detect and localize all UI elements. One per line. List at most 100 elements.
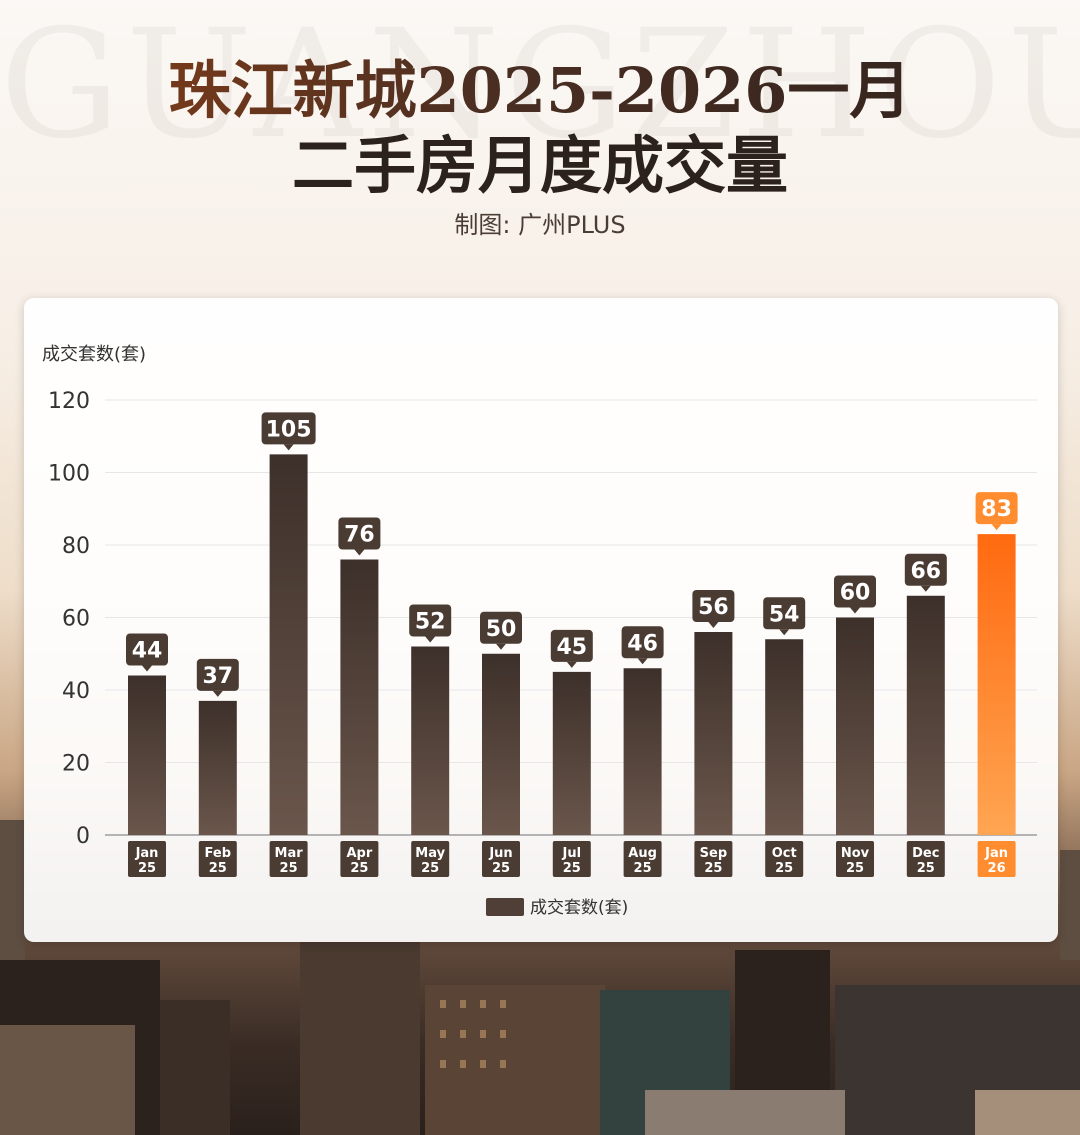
data-label-pointer (283, 444, 294, 451)
x-tick-label-year: 25 (209, 861, 227, 876)
data-label-pointer (708, 622, 719, 628)
data-label: 66 (910, 559, 941, 584)
x-tick-label-year: 25 (350, 861, 368, 876)
data-label: 83 (981, 497, 1012, 522)
x-tick-badge (198, 841, 237, 877)
x-tick-label-year: 25 (704, 861, 722, 876)
data-label: 37 (202, 664, 233, 689)
x-tick-badge (906, 841, 945, 877)
data-label-bg (550, 629, 593, 662)
x-tick-badge (482, 841, 520, 877)
chart-title-line2: 二手房月度成交量 (291, 129, 788, 202)
legend-label: 成交套数(套) (530, 898, 628, 918)
data-label-pointer (779, 629, 790, 636)
data-label-bg (904, 553, 947, 586)
x-tick-label-month: Nov (841, 846, 870, 861)
data-label: 50 (486, 617, 517, 642)
bar (765, 639, 804, 835)
data-label-bg (621, 626, 664, 659)
bar (128, 675, 166, 835)
data-label-bg (409, 604, 452, 637)
bar (198, 700, 237, 835)
x-tick-label-year: 26 (988, 861, 1006, 876)
x-tick-label-year: 25 (280, 861, 298, 876)
bar (411, 646, 450, 835)
bar (482, 653, 520, 835)
x-tick-badge (128, 841, 166, 877)
data-label-pointer (425, 636, 436, 643)
data-label: 45 (556, 635, 587, 660)
data-label-pointer (850, 607, 860, 614)
bar (836, 617, 874, 835)
data-label-bg (261, 412, 316, 445)
data-label-bg (480, 611, 522, 644)
data-label-bg (692, 590, 735, 622)
data-label-pointer (212, 690, 223, 697)
x-tick-label-year: 25 (492, 861, 510, 876)
x-tick-label-year: 25 (846, 861, 864, 876)
x-tick-label-year: 25 (917, 861, 935, 876)
y-tick-label: 80 (62, 534, 90, 559)
x-tick-label-month: Oct (772, 846, 797, 861)
bar (552, 671, 591, 835)
y-axis-label: 成交套数(套) (42, 344, 146, 365)
x-tick-label-month: Mar (275, 846, 304, 861)
data-label-bg (338, 517, 381, 550)
y-tick-label: 120 (48, 389, 90, 414)
x-tick-badge (340, 841, 379, 877)
data-label: 46 (627, 631, 658, 656)
bar (340, 559, 379, 835)
chart-credit: 制图: 广州PLUS (454, 211, 626, 239)
x-tick-label-month: Jan (984, 846, 1008, 861)
data-label-pointer (920, 585, 931, 592)
x-tick-label-month: Sep (700, 846, 728, 861)
bar (694, 632, 733, 835)
x-tick-label-year: 25 (421, 861, 439, 876)
x-tick-label-month: Feb (205, 846, 231, 861)
x-tick-label-month: Aug (628, 846, 657, 861)
data-label-bg (126, 633, 168, 666)
watermark-text: GUANGZHOU (0, 10, 1080, 160)
legend-swatch (486, 898, 524, 916)
x-tick-label-month: Jan (135, 846, 159, 861)
x-tick-label-year: 25 (138, 861, 156, 876)
y-tick-label: 100 (48, 462, 90, 487)
data-label: 60 (840, 581, 871, 606)
bar (623, 668, 662, 835)
data-label-pointer (991, 524, 1002, 531)
data-label: 44 (132, 639, 163, 664)
x-tick-label-year: 25 (563, 861, 581, 876)
y-tick-label: 20 (62, 752, 90, 777)
x-tick-label-year: 25 (634, 861, 652, 876)
y-tick-label: 60 (62, 607, 90, 632)
data-label-bg (763, 597, 806, 630)
data-label: 52 (415, 610, 446, 635)
x-tick-badge (552, 841, 591, 877)
chart-title-line1: 珠江新城2025-2026一月 (0, 55, 1080, 127)
x-tick-badge (694, 841, 733, 877)
x-tick-badge (269, 841, 308, 877)
bar (269, 454, 308, 835)
data-label-pointer (354, 549, 365, 556)
data-label-bg (196, 658, 239, 691)
x-tick-label-year: 25 (775, 861, 793, 876)
data-label-bg (975, 492, 1018, 525)
y-tick-label: 40 (62, 679, 90, 704)
data-label-pointer (566, 661, 577, 668)
y-tick-label: 0 (76, 824, 90, 849)
data-label: 54 (769, 602, 800, 627)
data-label: 105 (266, 417, 312, 442)
bar (977, 534, 1016, 835)
x-tick-badge (836, 841, 874, 877)
x-tick-badge (765, 841, 804, 877)
x-tick-label-month: Dec (912, 846, 939, 861)
x-tick-badge (411, 841, 450, 877)
data-label-bg (834, 575, 876, 608)
data-label: 76 (344, 523, 375, 548)
x-tick-badge (977, 841, 1016, 877)
bar (906, 595, 945, 835)
data-label-pointer (142, 665, 152, 672)
x-tick-label-month: Jul (562, 846, 582, 861)
